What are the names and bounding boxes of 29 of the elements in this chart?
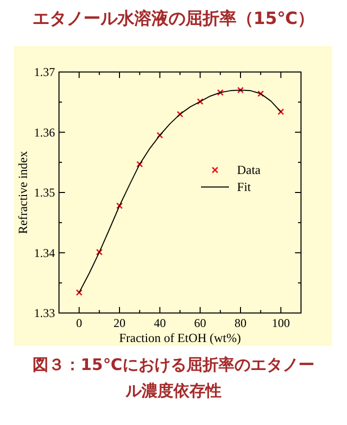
point: [96, 248, 103, 256]
point: [116, 202, 123, 210]
x-tick-label: 80: [234, 316, 246, 330]
caption: 図３：15℃における屈折率のエタノール濃度依存性: [32, 354, 316, 402]
point: [237, 86, 244, 94]
point: [136, 160, 143, 168]
point: [156, 132, 164, 139]
y-tick-label: 1.33: [34, 306, 55, 320]
x-tick-label: 60: [194, 316, 206, 330]
title: エタノール水溶液の屈折率（15℃）: [32, 9, 315, 29]
y-axis-title: Refractive index: [16, 150, 30, 234]
y-tick-label: 1.34: [34, 246, 55, 260]
y-tick-label: 1.36: [34, 125, 55, 140]
plot: 0 20 40 60 80 100 1.33 1.34 1.35 1.36 1.37 Data Fit Fraction of EtOH (wt%) Refractive index: [16, 65, 302, 345]
point: [257, 90, 264, 97]
legend-label: Fit: [237, 180, 252, 194]
x-axis-title: Fraction of EtOH (wt%): [119, 331, 241, 345]
point: [176, 110, 184, 118]
x-tick-label: 40: [154, 316, 166, 330]
point: [76, 289, 82, 296]
y-tick-label: 1.37: [34, 65, 55, 79]
x-tick-label: 20: [114, 316, 126, 330]
point: [217, 89, 224, 96]
legend-label: Data: [237, 163, 262, 177]
x-tick-label: 100: [272, 316, 290, 330]
x-tick-label: 0: [76, 316, 82, 330]
point: [278, 108, 284, 116]
y-tick-label: 1.35: [34, 186, 55, 200]
point: [196, 98, 204, 105]
